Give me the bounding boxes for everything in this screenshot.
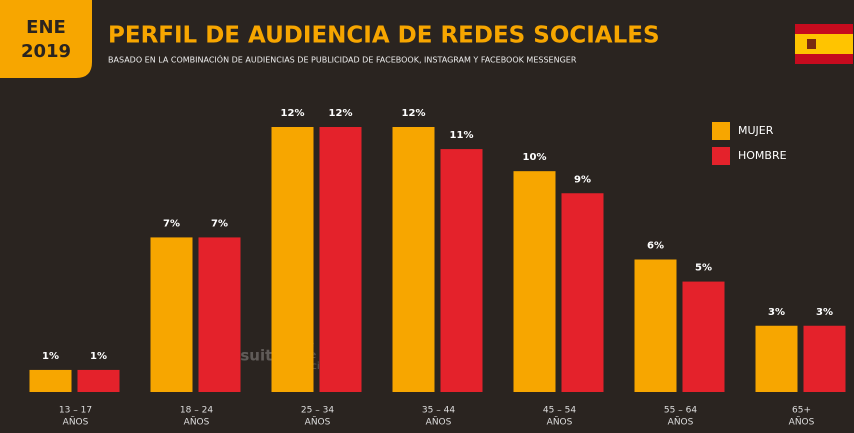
bar	[513, 171, 556, 392]
bar	[271, 127, 314, 392]
data-label: 6%	[647, 241, 664, 252]
data-label: 3%	[816, 307, 833, 318]
x-tick-label: 18 – 24	[180, 406, 213, 416]
x-tick-label: 25 – 34	[301, 406, 334, 416]
bar	[319, 127, 362, 392]
data-label: 7%	[163, 218, 180, 229]
bar	[561, 193, 604, 392]
x-tick-label: AÑOS	[184, 417, 210, 428]
x-tick-label: 65+	[792, 406, 811, 416]
bar	[803, 325, 846, 392]
chart-title: PERFIL DE AUDIENCIA DE REDES SOCIALES	[108, 23, 660, 49]
data-label: 3%	[768, 307, 785, 318]
badge-month: ENE	[26, 17, 66, 38]
x-tick-label: 45 – 54	[543, 406, 576, 416]
x-tick-label: AÑOS	[547, 417, 573, 428]
legend-label: HOMBRE	[738, 149, 787, 162]
data-label: 12%	[402, 108, 426, 119]
bar	[755, 325, 798, 392]
legend-swatch	[712, 147, 730, 165]
x-tick-label: AÑOS	[305, 417, 331, 428]
data-label: 1%	[42, 351, 59, 362]
chart-subtitle: BASADO EN LA COMBINACIÓN DE AUDIENCIAS D…	[108, 54, 577, 65]
x-tick-label: 35 – 44	[422, 406, 455, 416]
date-badge	[0, 0, 92, 78]
bar	[392, 127, 435, 392]
x-tick-label: AÑOS	[63, 417, 89, 428]
bar	[198, 237, 241, 392]
data-label: 1%	[90, 351, 107, 362]
bar	[440, 149, 483, 392]
bar	[634, 259, 677, 392]
x-tick-label: 13 – 17	[59, 406, 92, 416]
x-tick-label: 55 – 64	[664, 406, 697, 416]
data-label: 12%	[281, 108, 305, 119]
data-label: 11%	[450, 130, 474, 141]
badge-year: 2019	[21, 41, 71, 62]
flag	[795, 24, 853, 64]
x-tick-label: AÑOS	[426, 417, 452, 428]
legend-label: MUJER	[738, 124, 774, 137]
data-label: 10%	[523, 152, 547, 163]
data-label: 7%	[211, 218, 228, 229]
bar	[682, 281, 725, 392]
x-tick-label: AÑOS	[789, 417, 815, 428]
x-tick-label: AÑOS	[668, 417, 694, 428]
data-label: 9%	[574, 174, 591, 185]
watermark-partner: social	[300, 361, 329, 372]
data-label: 5%	[695, 263, 712, 274]
data-label: 12%	[329, 108, 353, 119]
bar	[29, 369, 72, 392]
bar	[77, 369, 120, 392]
bar	[150, 237, 193, 392]
legend-swatch	[712, 122, 730, 140]
